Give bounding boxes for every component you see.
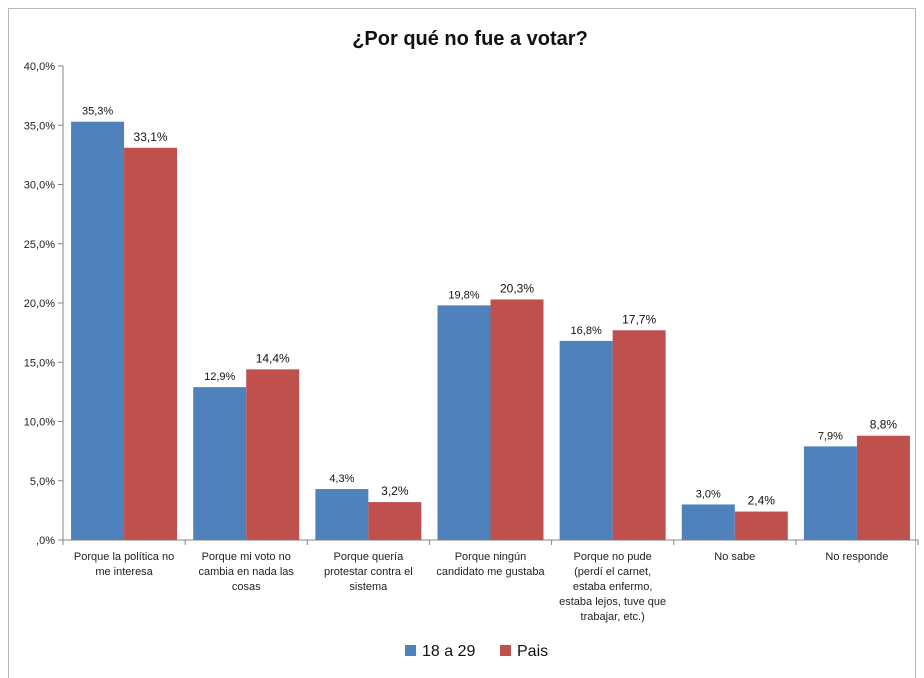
y-tick-label: 15,0% bbox=[24, 357, 55, 369]
legend-label: Pais bbox=[517, 643, 548, 660]
category-label: estaba enfermo, bbox=[573, 581, 653, 593]
category-label: Porque ningún bbox=[455, 551, 527, 563]
category-label: Porque la política no bbox=[74, 551, 174, 563]
y-tick-label: 10,0% bbox=[24, 417, 55, 429]
data-label: 17,7% bbox=[622, 312, 656, 326]
bar bbox=[559, 340, 613, 540]
data-labels: 35,3% 33,1% 12,9% 14,4% 4,3% 3,2% 19,8% 20,3% 16… bbox=[82, 106, 897, 508]
data-label: 8,8% bbox=[870, 418, 898, 432]
data-label: 20,3% bbox=[500, 281, 534, 295]
legend: 18 a 29 Pais bbox=[405, 643, 548, 660]
y-tick-label: 35,0% bbox=[24, 120, 55, 132]
category-label: candidato me gustaba bbox=[436, 566, 545, 578]
legend-swatch bbox=[405, 645, 416, 656]
bar bbox=[681, 504, 735, 540]
bar bbox=[315, 489, 369, 540]
data-label: 35,3% bbox=[82, 106, 113, 118]
y-tick-label: 40,0% bbox=[24, 61, 55, 73]
category-label: (perdí el carnet, bbox=[574, 566, 651, 578]
data-label: 16,8% bbox=[571, 325, 602, 337]
category-label: Porque no pude bbox=[573, 551, 651, 563]
y-tick-label: 20,0% bbox=[24, 298, 55, 310]
category-label: protestar contra el bbox=[324, 566, 413, 578]
category-label: sistema bbox=[349, 581, 388, 593]
bar bbox=[803, 446, 857, 540]
bar bbox=[71, 121, 125, 540]
category-label: Porque quería bbox=[333, 551, 404, 563]
bar bbox=[246, 369, 300, 540]
bar bbox=[490, 299, 544, 540]
category-labels: Porque la política no me interesa Porque m… bbox=[74, 551, 889, 623]
data-label: 4,3% bbox=[329, 473, 354, 485]
data-label: 14,4% bbox=[256, 351, 290, 365]
bar bbox=[193, 387, 247, 540]
data-label: 33,1% bbox=[134, 130, 168, 144]
data-label: 3,2% bbox=[381, 484, 409, 498]
bar bbox=[437, 305, 491, 540]
bar bbox=[734, 511, 788, 540]
data-label: 19,8% bbox=[448, 289, 479, 301]
category-label: me interesa bbox=[95, 566, 153, 578]
category-label: cambia en nada las bbox=[199, 566, 295, 578]
category-label: No sabe bbox=[714, 551, 755, 563]
y-tick-label: 5,0% bbox=[30, 476, 55, 488]
bar bbox=[612, 330, 666, 540]
category-label: Porque mi voto no bbox=[202, 551, 291, 563]
bar bbox=[368, 502, 422, 540]
y-tick-label: 30,0% bbox=[24, 180, 55, 192]
y-tick-label: ,0% bbox=[36, 535, 55, 547]
bar bbox=[124, 147, 178, 540]
data-label: 2,4% bbox=[748, 494, 776, 508]
chart-title: ¿Por qué no fue a votar? bbox=[352, 28, 588, 50]
data-label: 3,0% bbox=[696, 488, 721, 500]
legend-swatch bbox=[500, 645, 511, 656]
category-label: trabajar, etc.) bbox=[581, 611, 645, 623]
bars bbox=[71, 121, 910, 540]
legend-label: 18 a 29 bbox=[422, 643, 475, 660]
category-label: No responde bbox=[825, 551, 888, 563]
bar bbox=[856, 435, 910, 540]
data-label: 7,9% bbox=[818, 430, 843, 442]
y-tick-label: 25,0% bbox=[24, 239, 55, 251]
chart-frame bbox=[8, 8, 916, 678]
category-label: cosas bbox=[232, 581, 261, 593]
category-label: estaba lejos, tuve que bbox=[559, 596, 666, 608]
data-label: 12,9% bbox=[204, 371, 235, 383]
